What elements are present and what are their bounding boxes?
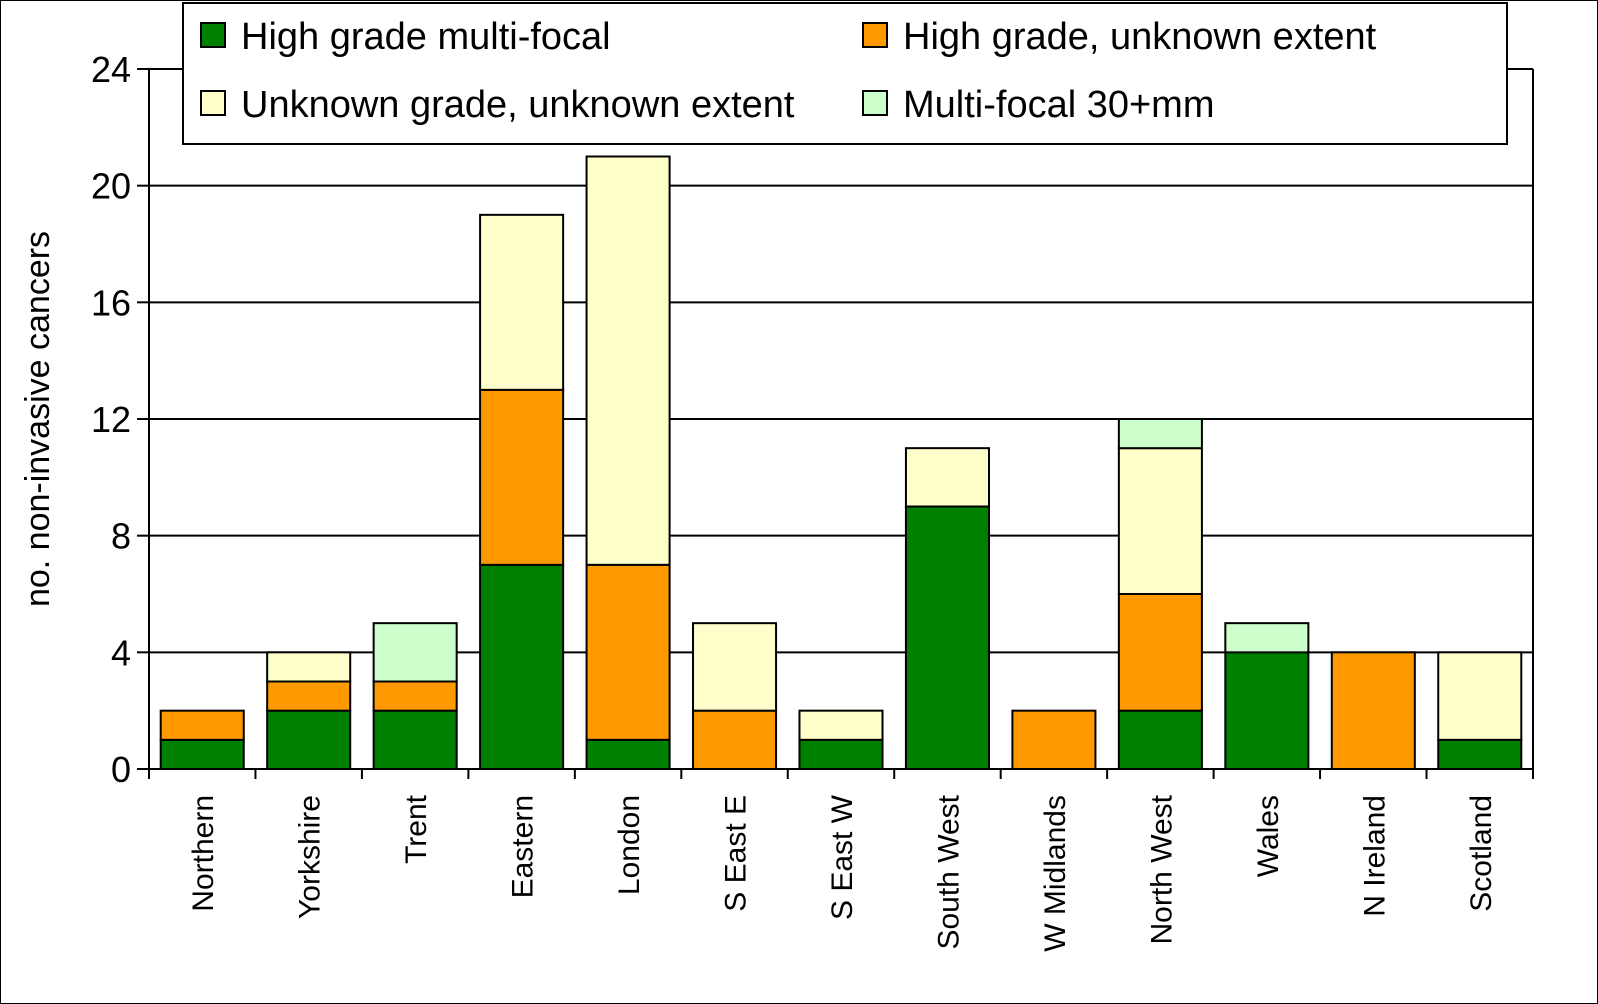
bar-segment <box>479 563 565 770</box>
legend-entry: Multi-focal 30+mm <box>903 84 1214 126</box>
legend-swatch <box>200 90 226 116</box>
category-label: W Midlands <box>1039 795 1072 952</box>
bar-segment <box>159 709 245 741</box>
bar-segment <box>479 213 565 391</box>
bar-segment <box>266 651 352 683</box>
bar-segment <box>372 680 458 712</box>
category-label: S East E <box>720 795 753 912</box>
legend-box <box>182 2 1508 145</box>
y-tick-label: 16 <box>91 282 131 323</box>
bar-segment <box>1437 738 1523 770</box>
bar-segment <box>798 738 884 770</box>
bar-segment <box>904 447 990 508</box>
bars <box>159 155 1523 771</box>
category-label: N Ireland <box>1358 795 1391 917</box>
category-label: Eastern <box>507 795 540 898</box>
category-label: Scotland <box>1465 795 1498 912</box>
bar-segment <box>1117 709 1203 771</box>
bar-segment <box>585 155 671 566</box>
axes <box>137 68 1534 779</box>
bar-segment <box>585 563 671 741</box>
legend: High grade multi-focal High grade, unknow… <box>182 2 1508 145</box>
bar-segment <box>1117 418 1203 450</box>
bar-segment <box>1330 651 1416 770</box>
category-label: Wales <box>1252 795 1285 877</box>
legend-swatch <box>862 22 888 48</box>
y-axis-title: no. non-invasive cancers <box>19 231 57 607</box>
category-label: Yorkshire <box>294 795 327 919</box>
y-tick-labels: 0 4 8 12 16 20 24 <box>91 49 131 790</box>
bar-segment <box>1224 651 1310 770</box>
y-tick-label: 4 <box>111 632 131 673</box>
category-label: South West <box>932 794 965 949</box>
y-tick-label: 8 <box>111 516 131 557</box>
bar-segment <box>1117 447 1203 595</box>
legend-swatch <box>200 22 226 48</box>
bar-segment <box>692 709 778 771</box>
bar-segment <box>1437 651 1523 741</box>
bar-segment <box>585 738 671 770</box>
bar-segment <box>692 622 778 712</box>
bar-segment <box>266 709 352 771</box>
bar-segment <box>372 709 458 771</box>
category-label: Trent <box>400 794 433 864</box>
legend-entry: High grade, unknown extent <box>903 16 1377 58</box>
bar-segment <box>1117 593 1203 712</box>
y-tick-label: 12 <box>91 399 131 440</box>
y-tick-label: 0 <box>111 749 131 790</box>
bar-segment <box>904 505 990 770</box>
bar-segment <box>1224 622 1310 654</box>
category-label: London <box>613 795 646 895</box>
gridlines <box>149 68 1534 769</box>
category-label: Northern <box>187 795 220 912</box>
legend-entry: High grade multi-focal <box>241 16 611 58</box>
bar-segment <box>1011 709 1097 771</box>
bar-segment <box>159 738 245 770</box>
bar-segment <box>479 388 565 566</box>
y-tick-label: 20 <box>91 166 131 207</box>
bar-segment <box>372 622 458 683</box>
category-label: North West <box>1145 794 1178 944</box>
bar-segment <box>798 709 884 741</box>
category-label: S East W <box>826 794 859 920</box>
x-category-labels: Northern Yorkshire Trent Eastern London S Eas… <box>187 794 1498 951</box>
y-tick-label: 24 <box>91 49 131 90</box>
bar-segment <box>266 680 352 712</box>
legend-swatch <box>862 90 888 116</box>
legend-entry: Unknown grade, unknown extent <box>241 84 795 126</box>
